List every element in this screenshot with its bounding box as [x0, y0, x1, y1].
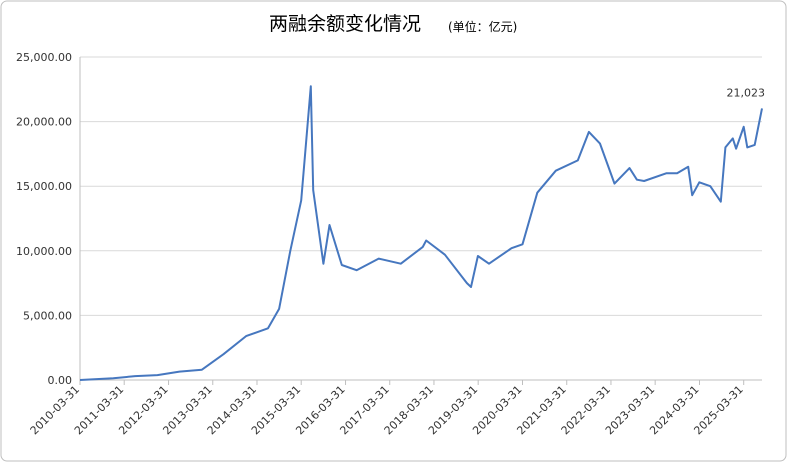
y-tick-label: 10,000.00 — [16, 245, 72, 258]
y-tick-label: 25,000.00 — [16, 51, 72, 64]
y-tick-label: 0.00 — [48, 374, 73, 387]
value-label: 21,023 — [727, 86, 766, 99]
chart-title: 两融余额变化情况 — [269, 13, 421, 35]
data-line — [79, 85, 763, 381]
chart-subtitle: (单位：亿元) — [448, 19, 517, 34]
y-tick-label: 15,000.00 — [16, 180, 72, 193]
y-tick-label: 5,000.00 — [23, 309, 72, 322]
y-tick-label: 20,000.00 — [16, 116, 72, 129]
